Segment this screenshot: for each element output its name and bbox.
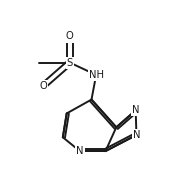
Text: O: O	[39, 81, 47, 91]
Text: N: N	[133, 130, 140, 140]
Text: N: N	[76, 146, 84, 156]
Text: S: S	[67, 58, 73, 68]
Text: N: N	[132, 105, 139, 115]
Text: O: O	[66, 31, 74, 41]
Text: NH: NH	[89, 70, 104, 80]
